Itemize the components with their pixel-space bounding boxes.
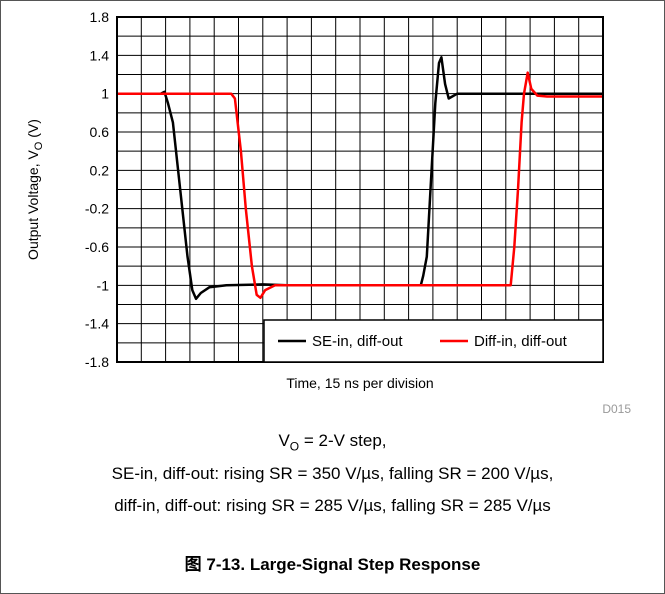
y-tick-label: 1.4 bbox=[90, 47, 110, 63]
y-ticks: 1.8 1.4 1 0.6 0.2 -0.2 -0.6 -1 -1.4 -1.8 bbox=[85, 9, 109, 370]
y-tick-label: -1.8 bbox=[85, 354, 109, 370]
x-axis-label: Time, 15 ns per division bbox=[286, 375, 433, 391]
y-tick-label: -1 bbox=[97, 277, 110, 293]
y-axis-label: Output Voltage, VO (V) bbox=[25, 119, 45, 260]
legend-box bbox=[263, 319, 604, 363]
y-tick-label: -1.4 bbox=[85, 316, 109, 332]
series-line-diff-in-diff-out bbox=[117, 71, 603, 300]
grid bbox=[117, 17, 603, 362]
legend: SE-in, diff-out Diff-in, diff-out bbox=[263, 319, 604, 363]
caption-diff-slew: diff-in, diff-out: rising SR = 285 V/µs,… bbox=[114, 496, 551, 515]
caption-se-slew: SE-in, diff-out: rising SR = 350 V/µs, f… bbox=[111, 464, 554, 483]
y-tick-label: 1 bbox=[101, 86, 109, 102]
series-layer bbox=[117, 56, 603, 301]
legend-label-se: SE-in, diff-out bbox=[312, 333, 403, 350]
y-tick-label: -0.6 bbox=[85, 239, 109, 255]
y-tick-label: -0.2 bbox=[85, 201, 109, 217]
y-tick-label: 1.8 bbox=[90, 9, 110, 25]
legend-label-diff: Diff-in, diff-out bbox=[474, 333, 568, 350]
y-tick-label: 0.2 bbox=[90, 162, 110, 178]
caption-step: VO = 2-V step, bbox=[278, 431, 387, 454]
figure-id: D015 bbox=[602, 402, 631, 416]
step-response-chart: 1.8 1.4 1 0.6 0.2 -0.2 -0.6 -1 -1.4 -1.8 Output V… bbox=[25, 9, 604, 391]
y-tick-label: 0.6 bbox=[90, 124, 110, 140]
figure-title: 图 7-13. Large-Signal Step Response bbox=[184, 555, 481, 574]
